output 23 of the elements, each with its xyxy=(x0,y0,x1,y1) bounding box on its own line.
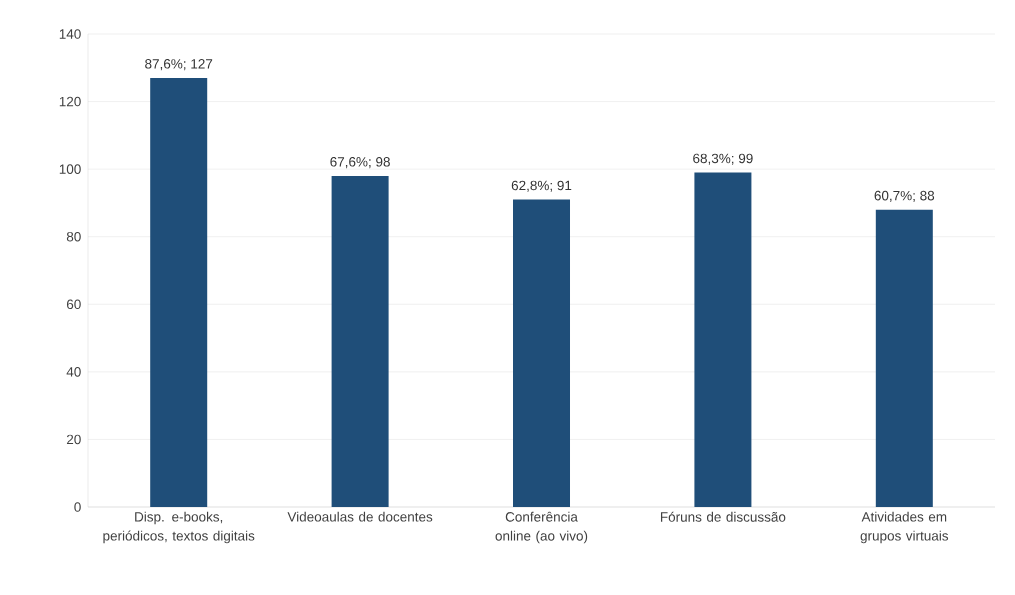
x-tick-label: Atividades em grupos virtuais xyxy=(860,511,949,544)
y-tick-label: 60 xyxy=(66,299,81,310)
data-label: 62,8%; 91 xyxy=(511,180,572,192)
bar xyxy=(694,172,752,507)
bar xyxy=(331,175,389,507)
y-tick-label: 0 xyxy=(74,502,81,512)
bar xyxy=(875,209,933,507)
data-label: 67,6%; 98 xyxy=(330,157,390,169)
y-tick-label: 80 xyxy=(66,231,81,242)
x-tick-label: Fóruns de discussão xyxy=(660,511,786,522)
y-tick-label: 20 xyxy=(66,434,81,445)
y-tick-label: 140 xyxy=(59,29,81,39)
bar xyxy=(513,199,570,507)
data-label: 68,3%; 99 xyxy=(693,153,753,165)
bar xyxy=(150,77,208,507)
y-tick-label: 40 xyxy=(66,367,81,377)
y-tick-label: 100 xyxy=(59,164,81,174)
x-tick-label: Videoaulas de docentes xyxy=(287,511,433,522)
data-label: 87,6%; 127 xyxy=(145,59,213,71)
x-tick-label: Conferência online (ao vivo) xyxy=(495,511,588,544)
x-tick-label: Disp. e-books, periódicos, textos digitais xyxy=(103,511,255,544)
data-label: 60,7%; 88 xyxy=(874,190,935,202)
y-tick-label: 120 xyxy=(59,96,81,107)
